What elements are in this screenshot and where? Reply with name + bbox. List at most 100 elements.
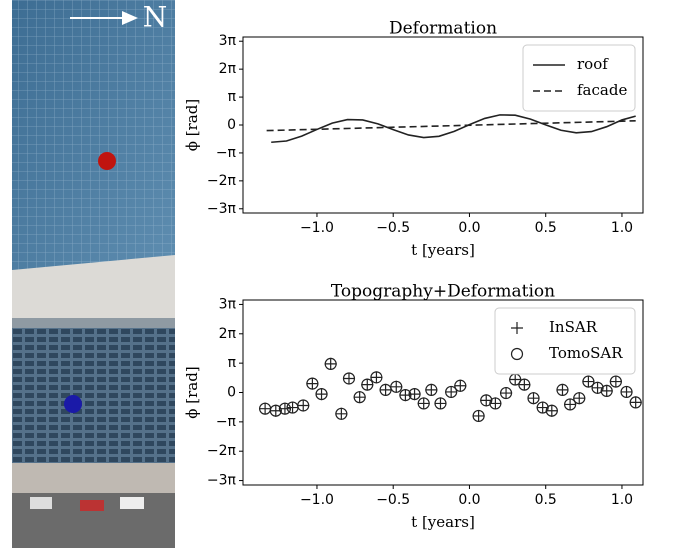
marker-circle bbox=[425, 383, 438, 396]
photo: N bbox=[12, 0, 175, 548]
legend-box bbox=[522, 44, 636, 112]
marker-plus bbox=[324, 357, 337, 370]
y-axis-label: ϕ [rad] bbox=[183, 366, 201, 418]
x-tick-label: 0.5 bbox=[535, 220, 557, 236]
marker-circle bbox=[489, 397, 502, 410]
marker-circle bbox=[527, 392, 540, 405]
x-tick-label: 1.0 bbox=[611, 492, 633, 508]
legend-label: InSAR bbox=[549, 318, 598, 336]
x-axis-label: t [years] bbox=[411, 241, 475, 259]
marker-plus bbox=[417, 397, 430, 410]
y-tick-label: 2π bbox=[219, 61, 237, 77]
marker-plus bbox=[434, 397, 447, 410]
chart-title: Topography+Deformation bbox=[331, 282, 555, 302]
marker-circle bbox=[445, 385, 458, 399]
marker-circle bbox=[536, 401, 549, 414]
marker-circle bbox=[390, 380, 403, 393]
y-tick-label: 3π bbox=[219, 296, 237, 312]
marker-plus bbox=[335, 407, 348, 420]
marker-plus bbox=[556, 383, 569, 396]
marker-circle bbox=[297, 399, 310, 412]
y-axis-label: ϕ [rad] bbox=[183, 99, 201, 151]
marker-plus bbox=[620, 385, 633, 398]
marker-circle bbox=[582, 375, 595, 388]
marker-plus bbox=[361, 378, 374, 391]
marker-circle bbox=[353, 391, 366, 404]
marker-plus bbox=[379, 383, 392, 396]
x-tick-label: 0.0 bbox=[458, 492, 480, 508]
marker-circle bbox=[629, 396, 642, 409]
x-tick-label: −0.5 bbox=[376, 492, 410, 508]
marker-plus bbox=[370, 371, 383, 384]
x-tick-label: 0.5 bbox=[535, 492, 557, 508]
marker-circle bbox=[342, 372, 356, 385]
marker-circle bbox=[315, 387, 328, 401]
marker-plus bbox=[286, 401, 299, 414]
marker-plus bbox=[500, 387, 513, 400]
legend-label: facade bbox=[577, 81, 627, 99]
marker-plus bbox=[609, 375, 622, 388]
y-tick-label: π bbox=[228, 89, 237, 105]
series-line bbox=[266, 120, 636, 132]
marker-plus bbox=[564, 398, 577, 411]
marker-circle bbox=[269, 404, 282, 417]
marker-circle bbox=[408, 387, 421, 401]
marker-plus bbox=[582, 375, 595, 388]
marker-plus bbox=[342, 372, 355, 385]
y-tick-label: −2π bbox=[207, 443, 237, 459]
marker-circle bbox=[556, 383, 569, 396]
marker-plus bbox=[454, 379, 467, 392]
marker-circle bbox=[324, 357, 337, 371]
marker-circle bbox=[499, 386, 513, 400]
marker-circle bbox=[480, 394, 493, 407]
y-tick-label: 2π bbox=[219, 326, 237, 342]
x-tick-label: −1.0 bbox=[300, 220, 334, 236]
north-label: N bbox=[143, 1, 168, 34]
y-tick-label: −3π bbox=[207, 473, 237, 489]
marker-circle bbox=[361, 378, 374, 391]
marker-circle bbox=[518, 378, 531, 391]
marker-circle bbox=[399, 389, 412, 402]
marker-plus bbox=[511, 322, 523, 334]
marker-circle bbox=[545, 404, 558, 417]
marker-plus bbox=[297, 399, 310, 412]
x-axis-label: t [years] bbox=[411, 513, 475, 531]
marker-circle bbox=[335, 407, 348, 420]
marker-circle bbox=[306, 377, 319, 390]
marker-circle bbox=[620, 385, 633, 399]
y-tick-label: −2π bbox=[207, 173, 237, 189]
marker-plus bbox=[629, 396, 642, 409]
y-tick-label: −π bbox=[216, 145, 237, 161]
marker-plus bbox=[425, 383, 438, 396]
marker-plus bbox=[445, 385, 458, 398]
marker-circle bbox=[591, 381, 604, 394]
series-line bbox=[271, 114, 636, 144]
marker-circle bbox=[454, 379, 467, 392]
y-tick-label: 0 bbox=[227, 385, 236, 401]
marker-circle bbox=[472, 409, 485, 423]
x-tick-label: 1.0 bbox=[611, 220, 633, 236]
marker-circle bbox=[434, 397, 447, 410]
x-tick-label: −0.5 bbox=[376, 220, 410, 236]
legend-label: TomoSAR bbox=[549, 344, 623, 362]
y-tick-label: 0 bbox=[227, 117, 236, 133]
marker-plus bbox=[573, 392, 586, 405]
y-tick-label: π bbox=[228, 355, 237, 371]
marker-circle bbox=[417, 397, 430, 410]
marker-plus bbox=[353, 391, 366, 404]
marker-circle bbox=[510, 347, 524, 361]
y-tick-label: −3π bbox=[207, 201, 237, 217]
marker-plus bbox=[472, 409, 485, 422]
x-tick-label: −1.0 bbox=[300, 492, 334, 508]
marker-circle bbox=[370, 371, 383, 384]
y-tick-label: −π bbox=[216, 414, 237, 430]
marker-circle bbox=[278, 402, 292, 415]
marker-plus bbox=[259, 402, 272, 415]
marker-plus bbox=[390, 380, 403, 393]
marker-plus bbox=[306, 377, 319, 390]
legend-box bbox=[494, 307, 636, 375]
marker-circle bbox=[564, 398, 577, 411]
legend-label: roof bbox=[577, 55, 609, 73]
marker-circle bbox=[609, 375, 622, 388]
